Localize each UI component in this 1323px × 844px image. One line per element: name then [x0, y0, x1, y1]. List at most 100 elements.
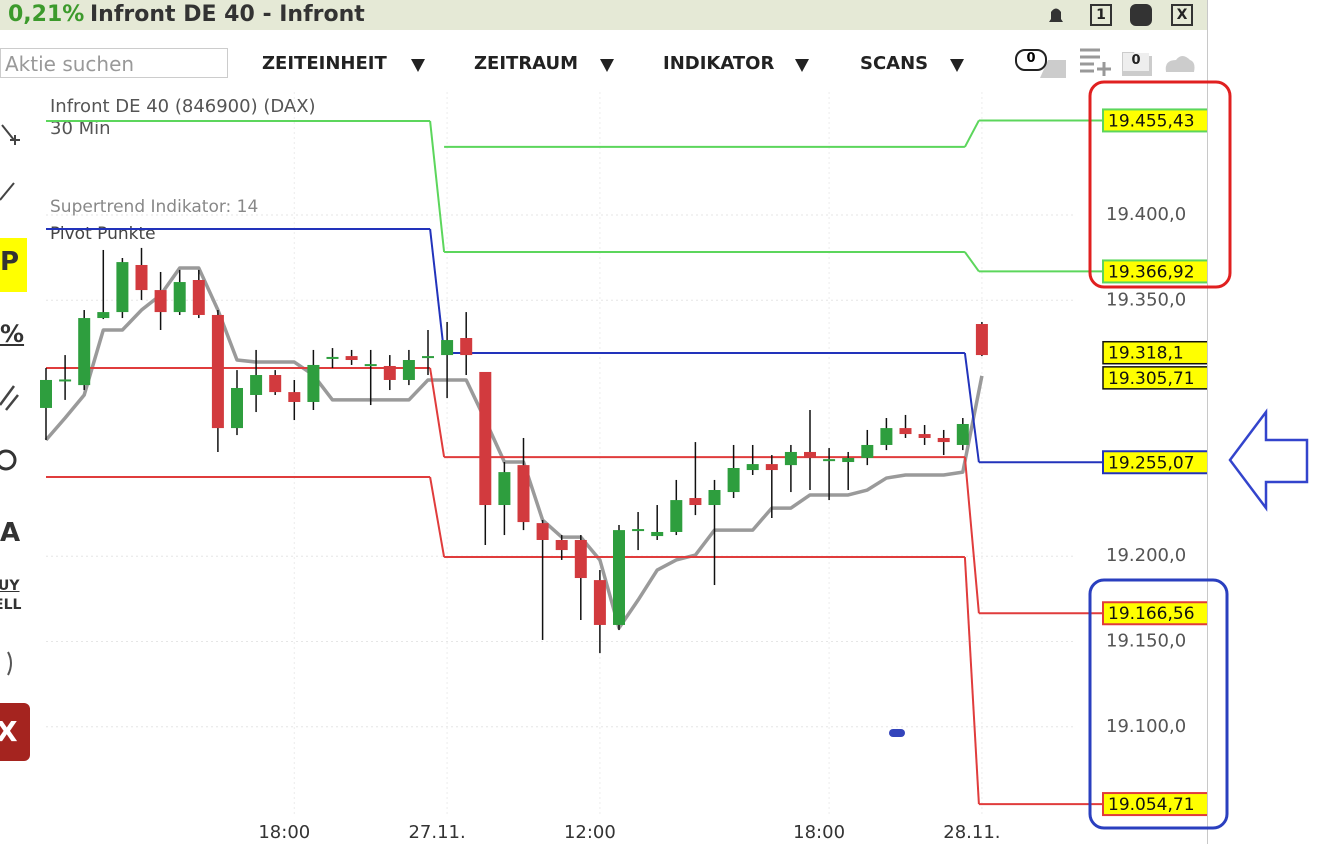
cloud-icon[interactable]: [1165, 56, 1195, 72]
candle-body: [651, 531, 664, 537]
menu[interactable]: SCANS: [860, 53, 929, 74]
price-marker-label: 19.305,71: [1108, 369, 1195, 389]
tool-label[interactable]: ELL: [0, 597, 22, 613]
candle-body: [880, 428, 893, 445]
candle-body: [804, 451, 816, 458]
window-button[interactable]: [1130, 4, 1152, 26]
candle-body: [899, 428, 912, 435]
badge: 0: [1015, 49, 1047, 71]
pivot-connector: [429, 228, 446, 354]
pivot-label-box: [1102, 259, 1207, 284]
indicator-label: Supertrend Indikator: 14: [50, 197, 258, 217]
pivot-connector: [963, 456, 980, 614]
candle-body: [307, 364, 320, 402]
window-title: Infront DE 40 - Infront: [90, 2, 365, 27]
candle-body: [116, 262, 129, 313]
candle-body: [78, 318, 91, 386]
watchlist-icon[interactable]: [1080, 48, 1111, 76]
tool-channel[interactable]: [0, 385, 19, 411]
candle-body: [632, 529, 645, 532]
tool-pivot[interactable]: [0, 238, 27, 292]
candle-body: [574, 539, 587, 579]
tool-sound[interactable]: [7, 651, 12, 676]
tool-circle[interactable]: [0, 449, 17, 471]
candle-body: [441, 340, 454, 356]
candle-body: [689, 498, 702, 506]
close-button[interactable]: X: [1171, 4, 1193, 26]
pivot-label: 19.166,56: [1108, 604, 1195, 624]
pivot-label-box: [1102, 450, 1207, 475]
candle-body: [975, 324, 988, 356]
menu-arrows: [411, 48, 1195, 78]
supertrend-line: [44, 266, 984, 630]
pivot-connector: [963, 556, 980, 805]
tool-label[interactable]: UY: [0, 578, 20, 594]
tool-line[interactable]: [0, 182, 15, 201]
pivot-label: 19.366,92: [1108, 262, 1195, 282]
candle-body: [288, 392, 301, 402]
candle-body: [861, 444, 874, 458]
y-tick-label: 19.100,0: [1106, 716, 1186, 737]
candle-body: [823, 459, 836, 462]
candle-body: [765, 464, 778, 471]
x-tick-label: 18:00: [258, 822, 310, 843]
x-tick-label: 18:00: [793, 822, 845, 843]
candle-body: [402, 360, 415, 380]
alert-icon[interactable]: [1040, 60, 1066, 78]
tool-label[interactable]: A: [0, 518, 21, 548]
candle-body: [269, 375, 282, 393]
menu[interactable]: INDIKATOR: [663, 53, 775, 74]
pivot-connector: [964, 119, 980, 148]
badge: 0: [1123, 53, 1149, 71]
highlight-box: [1088, 578, 1229, 830]
tool-close[interactable]: [0, 703, 30, 761]
search-input[interactable]: Aktie suchen: [0, 48, 228, 78]
dropdown-arrow[interactable]: [795, 59, 809, 72]
price-marker-box: [1102, 340, 1207, 365]
bell-icon[interactable]: [1045, 4, 1067, 26]
candle-body: [498, 472, 511, 506]
candle-body: [326, 356, 339, 359]
candle-body: [154, 290, 167, 313]
candle-body: [59, 379, 72, 382]
change-percent: 0,21%: [8, 2, 85, 27]
tool-label[interactable]: X: [0, 715, 18, 748]
pivot-connector: [963, 352, 980, 463]
window-button[interactable]: 1: [1090, 4, 1112, 26]
candle-body: [231, 387, 243, 429]
candle-body: [422, 356, 434, 359]
pivot-label-box: [1102, 601, 1207, 626]
indicator-label: Pivot Punkte: [50, 224, 156, 244]
tool-label[interactable]: %: [0, 320, 25, 348]
price-marker-label: 19.318,1: [1108, 344, 1184, 364]
y-tick-label: 19.200,0: [1106, 545, 1186, 566]
tool-cursor[interactable]: [1, 124, 20, 145]
candle-body: [460, 338, 473, 356]
candle-body: [250, 375, 263, 395]
pivot-label-box: [1102, 108, 1207, 133]
pivot-connector: [429, 120, 446, 253]
x-tick-label: 27.11.: [408, 822, 465, 843]
candle-body: [364, 364, 377, 367]
candle-body: [97, 312, 110, 319]
dropdown-arrow[interactable]: [950, 59, 964, 72]
pivot-connector: [429, 476, 446, 558]
dropdown-arrow[interactable]: [600, 59, 614, 72]
tool-label[interactable]: P: [0, 247, 20, 277]
candle-body: [842, 457, 855, 463]
pivot-label-box: [1102, 792, 1207, 817]
x-tick-label: 12:00: [564, 822, 616, 843]
candle-body: [593, 580, 606, 625]
menu[interactable]: ZEITRAUM: [474, 53, 579, 74]
dropdown-arrow[interactable]: [411, 59, 425, 72]
candle-body: [40, 379, 52, 408]
plot: 19.400,0 19.350,0 19.200,0 19.150,0 19.100,0…: [40, 92, 1207, 843]
menu[interactable]: ZEITEINHEIT: [262, 53, 387, 74]
candle-body: [670, 500, 683, 532]
candle-body: [173, 282, 186, 313]
price-marker-box: [1102, 366, 1207, 390]
candle-body: [479, 371, 492, 506]
y-tick-label: 19.350,0: [1106, 289, 1186, 310]
